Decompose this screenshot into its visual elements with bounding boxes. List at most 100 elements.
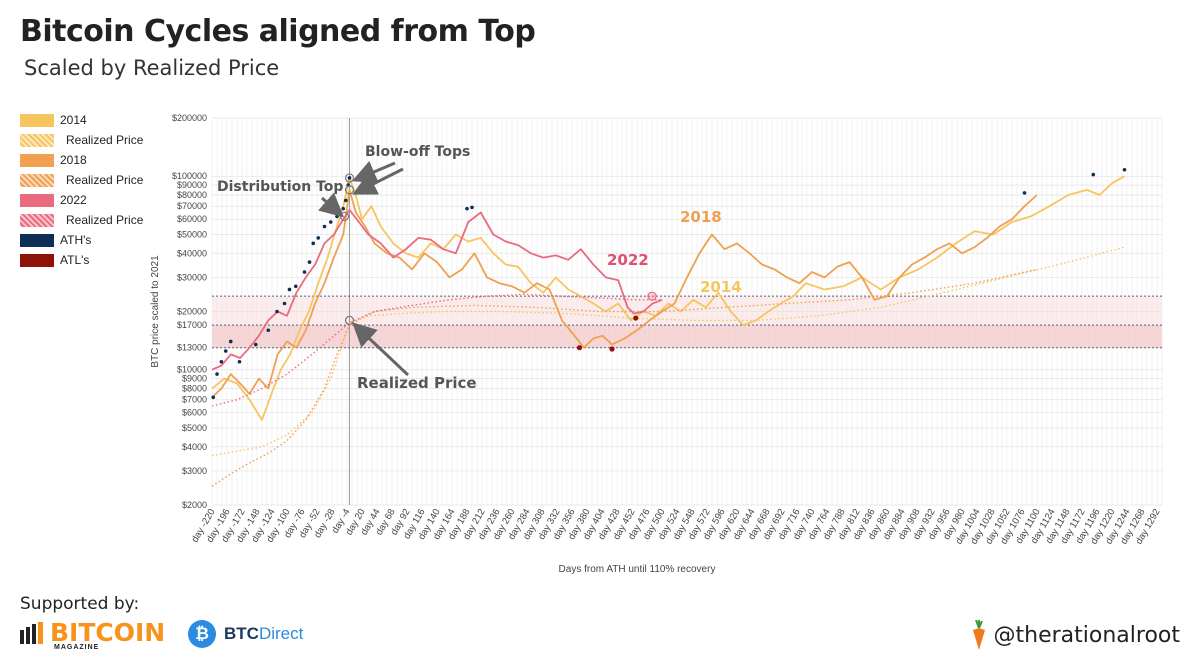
- ath-point: [253, 342, 258, 347]
- annotation-blowoff-tops: Blow-off Tops: [365, 144, 470, 160]
- annotation-2022: 2022: [607, 251, 649, 269]
- y-tick-label: $13000: [177, 343, 207, 353]
- ath-point: [465, 206, 469, 211]
- legend-label: Realized Price: [66, 133, 144, 147]
- ath-point: [328, 220, 333, 224]
- ath-point: [470, 205, 474, 210]
- ath-point: [293, 284, 298, 289]
- legend-item: 2018: [20, 150, 150, 170]
- carrot-icon: [972, 620, 985, 650]
- ath-point: [316, 236, 321, 240]
- y-tick-label: $10000: [177, 365, 207, 375]
- legend-swatch: [20, 233, 54, 247]
- ath-point: [211, 395, 216, 400]
- y-tick-label: $4000: [182, 442, 207, 452]
- ath-point: [215, 372, 219, 376]
- arrow-distribution-top: [318, 192, 345, 218]
- btcdirect-logo: ₿ BTC Direct: [188, 620, 303, 648]
- page-title: Bitcoin Cycles aligned from Top: [20, 14, 536, 49]
- legend-label: ATL's: [60, 253, 90, 267]
- ath-point: [223, 349, 228, 353]
- legend-label: Realized Price: [66, 173, 144, 187]
- arrow-realized-price: [352, 322, 410, 377]
- bitcoin-logo-text: BITCOIN: [50, 618, 166, 647]
- y-tick-label: $17000: [177, 320, 207, 330]
- ath-point: [343, 198, 348, 203]
- ath-point: [341, 206, 346, 211]
- supported-by-label: Supported by:: [20, 594, 140, 614]
- legend-label: 2022: [60, 193, 87, 207]
- ath-point: [1091, 172, 1096, 177]
- series-line-2022-realized-price: [211, 293, 662, 407]
- y-tick-label: $9000: [182, 374, 207, 384]
- legend-label: Realized Price: [66, 213, 144, 227]
- y-tick-label: $2000: [182, 500, 207, 510]
- atl-point: [576, 345, 583, 351]
- ath-point: [322, 224, 327, 229]
- btcdirect-icon: ₿: [188, 620, 216, 648]
- ath-point: [287, 287, 292, 292]
- legend-item: Realized Price: [20, 170, 150, 190]
- y-tick-label: $20000: [177, 307, 207, 317]
- y-tick-label: $70000: [177, 201, 207, 211]
- highlight-marker: [344, 315, 355, 325]
- arrow-blowoff-2: [352, 167, 404, 195]
- series-line-2018: [211, 188, 1038, 399]
- y-tick-label: $8000: [182, 384, 207, 394]
- series-line-2018-realized-price: [211, 268, 1038, 487]
- legend-item: ATH's: [20, 230, 150, 250]
- legend-item: Realized Price: [20, 210, 150, 230]
- legend-item: 2014: [20, 110, 150, 130]
- bitcoin-logo-sub: MAGAZINE: [54, 644, 100, 651]
- atl-point: [609, 346, 615, 352]
- bitcoin-bars-icon: [20, 622, 43, 644]
- series-line-2014: [211, 175, 1125, 421]
- btcdirect-text-part2: Direct: [258, 624, 304, 643]
- page-subtitle: Scaled by Realized Price: [24, 56, 280, 80]
- annotation-distribution-top: Distribution Top: [217, 179, 343, 195]
- ath-point: [1122, 167, 1127, 172]
- y-tick-label: $30000: [177, 272, 207, 282]
- legend-swatch: [20, 133, 54, 147]
- bitcoin-magazine-logo: BITCOIN MAGAZINE: [20, 620, 165, 651]
- ath-point: [219, 359, 224, 364]
- y-tick-label: $40000: [177, 248, 207, 258]
- y-tick-label: $50000: [177, 229, 207, 239]
- ath-point: [311, 241, 316, 246]
- legend-swatch: [20, 193, 54, 207]
- ath-point: [275, 309, 279, 314]
- legend-item: Realized Price: [20, 130, 150, 150]
- legend-label: 2018: [60, 153, 87, 167]
- atl-point: [633, 315, 639, 321]
- y-tick-label: $6000: [182, 408, 207, 418]
- annotation-2014: 2014: [700, 278, 742, 296]
- ath-point: [302, 270, 307, 274]
- btcdirect-text-part1: BTC: [224, 624, 259, 643]
- legend-label: 2014: [60, 113, 87, 127]
- ath-point: [237, 359, 242, 364]
- y-tick-label: $5000: [182, 423, 207, 433]
- annotation-realized-price: Realized Price: [357, 374, 477, 392]
- legend-swatch: [20, 173, 54, 187]
- legend-swatch: [20, 153, 54, 167]
- ath-point: [347, 176, 352, 180]
- x-axis-label: Days from ATH until 110% recovery: [559, 564, 716, 575]
- y-tick-label: $90000: [177, 180, 207, 190]
- y-tick-label: $80000: [177, 190, 207, 200]
- series-line-2014-realized-price: [211, 246, 1125, 457]
- author-handle: @therationalroot: [970, 620, 1180, 650]
- chart-legend: 2014 Realized Price 2018 Realized Price 2022…: [20, 110, 150, 270]
- ath-point: [266, 328, 271, 333]
- ath-point: [1022, 191, 1027, 195]
- ath-point: [335, 214, 339, 219]
- handle-text: @therationalroot: [993, 622, 1180, 648]
- legend-item: ATL's: [20, 250, 150, 270]
- y-tick-label: $100000: [172, 171, 207, 181]
- legend-swatch: [20, 113, 54, 127]
- highlight-marker: [647, 291, 657, 301]
- ath-point: [228, 339, 233, 344]
- y-tick-label: $60000: [177, 214, 207, 224]
- y-tick-label: $7000: [182, 395, 207, 405]
- legend-swatch: [20, 213, 54, 227]
